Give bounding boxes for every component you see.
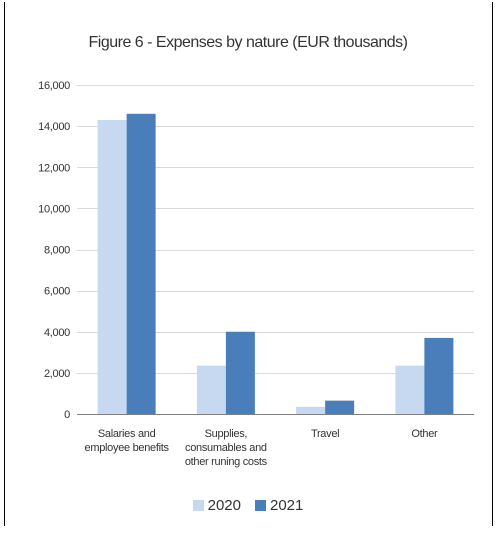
bar-2021 [225,331,255,414]
x-tick-label: Other [411,428,438,440]
legend-label-2021: 2021 [270,497,304,514]
chart-frame [4,2,493,526]
legend-item-2020: 2020 [192,497,241,514]
legend-item-2021: 2021 [255,497,303,514]
bar-2020 [97,119,127,415]
chart-title: Figure 6 - Expenses by nature (EUR thous… [88,34,409,51]
bar-2020 [296,406,326,414]
y-tick-label: 8,000 [44,245,70,257]
bars [97,113,454,415]
bar-2020 [395,365,425,414]
y-tick-label: 6,000 [44,286,70,298]
bar-2021 [126,113,156,414]
y-tick-label: 0 [64,409,70,421]
x-tick-label: Salaries and employee benefits [85,428,170,454]
y-axis-ticks: 0 2,000 4,000 6,000 8,000 10,000 12,000 14,000 1… [38,80,70,421]
y-tick-label: 12,000 [38,162,70,174]
x-tick-label: Travel [311,428,339,440]
legend: 2020 2021 [0,497,496,514]
legend-swatch-2021 [255,500,266,511]
y-tick-label: 10,000 [38,203,70,215]
bar-2021 [325,400,355,414]
y-tick-label: 4,000 [44,327,70,339]
bar-2021 [424,337,454,414]
y-tick-label: 14,000 [38,121,70,133]
x-axis-ticks: Salaries and employee benefits Supplies, co… [85,428,439,468]
legend-swatch-2020 [192,500,204,511]
bar-2020 [196,365,226,414]
y-tick-label: 2,000 [44,368,70,380]
y-tick-label: 16,000 [38,80,70,92]
x-tick-label: Supplies, consumables and other runing cos… [185,428,268,468]
legend-label-2020: 2020 [207,497,241,514]
